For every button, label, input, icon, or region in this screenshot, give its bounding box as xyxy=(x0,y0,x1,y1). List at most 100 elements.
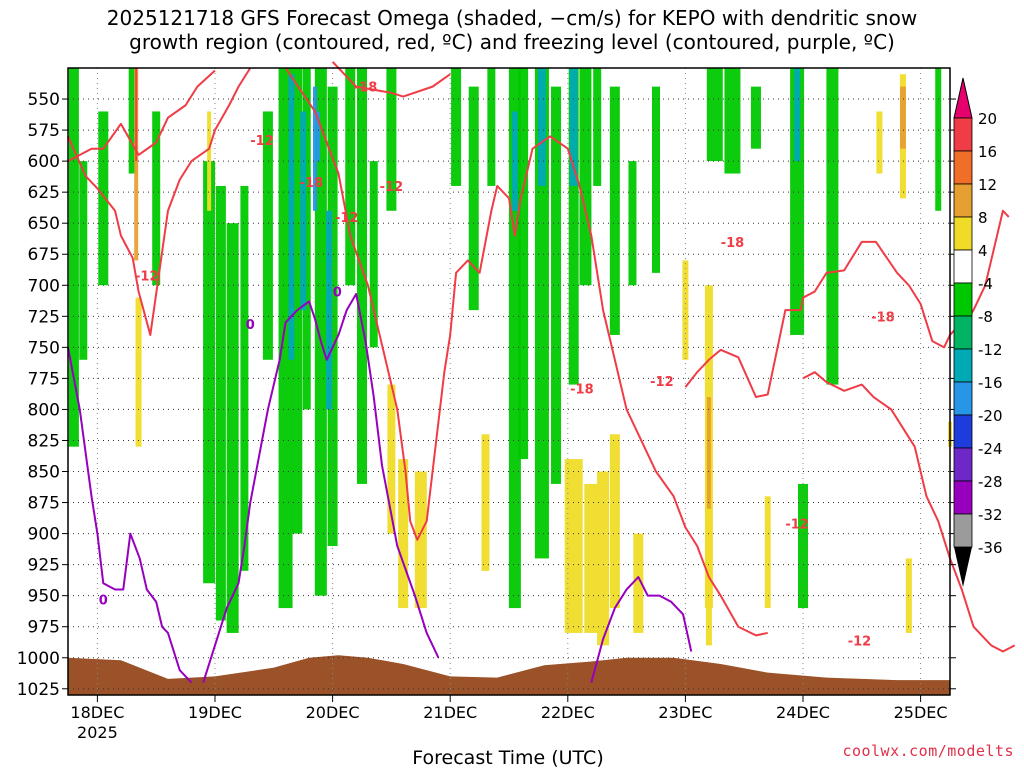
omega-green-33 xyxy=(724,68,741,174)
omega-yellow-9 xyxy=(609,434,620,609)
omega-teal-6 xyxy=(794,68,801,162)
y-tick-label-1: 575 xyxy=(28,121,60,141)
y-tick-label-5: 675 xyxy=(28,245,60,265)
omega-green-27 xyxy=(579,68,592,286)
omega-green-12 xyxy=(302,68,311,410)
y-tick-label-2: 600 xyxy=(28,152,60,172)
omega-green-25 xyxy=(551,86,562,484)
omega-green-14 xyxy=(327,86,338,547)
omega-yellow-13 xyxy=(705,397,712,646)
colorbar-swatch-6 xyxy=(953,315,973,350)
y-tick-label-16: 950 xyxy=(28,587,60,607)
x-tick-label-1: 19DEC xyxy=(188,703,242,722)
contour-dgz_red_main xyxy=(284,67,768,637)
colorbar-swatch-11 xyxy=(953,480,973,515)
colorbar-label-13: -36 xyxy=(978,539,1003,557)
omega-green-29 xyxy=(609,86,620,335)
omega-blue-0 xyxy=(312,86,317,211)
chart-title-line-1: 2025121718 GFS Forecast Omega (shaded, −… xyxy=(106,6,918,30)
omega-green-20 xyxy=(468,86,479,311)
contour-freezing_purple_a xyxy=(67,347,193,684)
y-tick-label-12: 850 xyxy=(28,463,60,483)
omega-blue-1 xyxy=(316,111,320,162)
contour-freezing_purple_c xyxy=(590,576,693,683)
colorbar-label-10: -24 xyxy=(978,440,1003,458)
omega-green-7 xyxy=(226,223,239,633)
omega-yellow-0 xyxy=(135,297,142,447)
colorbar-label-9: -20 xyxy=(978,407,1003,425)
y-tick-label-17: 975 xyxy=(28,618,60,638)
omega-yellow-4 xyxy=(414,471,427,609)
dgz-label-0: -12 xyxy=(135,269,159,284)
colorbar-label-6: -8 xyxy=(978,308,993,326)
omega-yellow-8 xyxy=(597,471,610,646)
omega-green-0 xyxy=(68,68,79,447)
omega-teal-5 xyxy=(569,68,578,186)
dgz-label-1: -12 xyxy=(250,134,274,149)
x-tick-label-6: 24DEC xyxy=(776,703,830,722)
omega-teal-1 xyxy=(300,111,307,311)
omega-green-1 xyxy=(79,161,88,360)
omega-green-2 xyxy=(98,111,109,286)
colorbar-swatch-1 xyxy=(953,150,973,185)
omega-orange-0 xyxy=(134,68,139,261)
freezing-label-1: 0 xyxy=(333,285,342,300)
contour-dgz_red_right_-18 xyxy=(684,209,1010,399)
omega-yellow-14 xyxy=(764,496,771,609)
omega-green-24 xyxy=(534,68,549,559)
y-tick-label-18: 1000 xyxy=(17,649,60,669)
colorbar-swatch-8 xyxy=(953,381,973,416)
omega-yellow-2 xyxy=(387,384,396,534)
omega-green-34 xyxy=(750,86,761,149)
dgz-label-10: -12 xyxy=(848,634,872,649)
contour-dgz_red_-12 xyxy=(67,67,252,336)
omega-green-21 xyxy=(487,68,496,186)
omega-yellow-15 xyxy=(876,111,883,174)
colorbar-label-4: 4 xyxy=(978,242,988,260)
omega-green-26 xyxy=(568,68,579,385)
omega-green-32 xyxy=(706,68,723,162)
y-tick-label-13: 875 xyxy=(28,494,60,514)
chart-title-line-2: growth region (contoured, red, ºC) and f… xyxy=(129,30,895,54)
site-credit[interactable]: coolwx.com/modelts xyxy=(842,742,1014,760)
omega-green-28 xyxy=(593,68,602,186)
omega-green-30 xyxy=(628,161,637,286)
dgz-label-2: -18 xyxy=(300,176,324,191)
omega-orange-2 xyxy=(899,86,906,149)
omega-yellow-6 xyxy=(564,459,583,633)
y-tick-label-0: 550 xyxy=(28,90,60,110)
freezing-label-0: 0 xyxy=(246,318,255,333)
plot-frame xyxy=(67,67,951,696)
y-tick-label-3: 625 xyxy=(28,183,60,203)
dgz-label-3: -12 xyxy=(335,211,359,226)
x-tick-label-3: 21DEC xyxy=(423,703,477,722)
terrain-fill xyxy=(68,655,950,695)
dgz-label-7: -12 xyxy=(650,375,674,390)
omega-green-9 xyxy=(262,111,273,360)
omega-green-31 xyxy=(652,86,660,273)
colorbar-swatch-10 xyxy=(953,447,973,482)
omega-teal-3 xyxy=(511,111,518,211)
freezing-label-2: 0 xyxy=(99,593,108,608)
omega-yellow-1 xyxy=(207,111,212,211)
omega-green-15 xyxy=(345,68,356,286)
omega-yellow-10 xyxy=(633,533,644,633)
colorbar-label-12: -32 xyxy=(978,506,1003,524)
x-tick-label-0: 18DEC xyxy=(70,703,124,722)
omega-yellow-11 xyxy=(682,260,689,360)
omega-green-23 xyxy=(518,68,529,460)
y-tick-label-14: 900 xyxy=(28,525,60,545)
x-tick-label-7: 25DEC xyxy=(894,703,948,722)
colorbar-swatch-0 xyxy=(953,117,973,152)
omega-green-38 xyxy=(935,68,942,211)
omega-teal-0 xyxy=(288,74,295,360)
colorbar-bottom-arrow xyxy=(954,547,972,587)
omega-green-4 xyxy=(152,111,161,286)
y-tick-label-7: 725 xyxy=(28,307,60,327)
colorbar-swatch-12 xyxy=(953,513,973,548)
omega-green-35 xyxy=(790,68,805,335)
omega-orange-1 xyxy=(706,397,711,509)
contour-freezing_purple_b xyxy=(202,292,440,683)
dgz-label-6: -18 xyxy=(570,382,594,397)
